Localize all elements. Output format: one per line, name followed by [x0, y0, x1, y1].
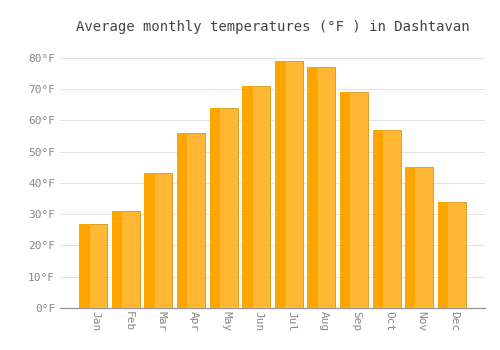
Bar: [280, 61, 303, 308]
Bar: [340, 92, 350, 308]
Bar: [308, 67, 318, 308]
Bar: [117, 211, 140, 308]
Title: Average monthly temperatures (°F ) in Dashtavan: Average monthly temperatures (°F ) in Da…: [76, 20, 469, 34]
Bar: [80, 224, 90, 308]
Bar: [438, 202, 448, 308]
Bar: [405, 167, 415, 308]
Bar: [410, 167, 433, 308]
Bar: [372, 130, 383, 308]
Bar: [177, 133, 188, 308]
Bar: [378, 130, 400, 308]
Bar: [242, 86, 252, 308]
Bar: [182, 133, 205, 308]
Bar: [112, 211, 122, 308]
Bar: [215, 108, 238, 308]
Bar: [312, 67, 336, 308]
Bar: [84, 224, 108, 308]
Bar: [150, 174, 172, 308]
Bar: [345, 92, 368, 308]
Bar: [144, 174, 154, 308]
Bar: [443, 202, 466, 308]
Bar: [210, 108, 220, 308]
Bar: [248, 86, 270, 308]
Bar: [275, 61, 285, 308]
